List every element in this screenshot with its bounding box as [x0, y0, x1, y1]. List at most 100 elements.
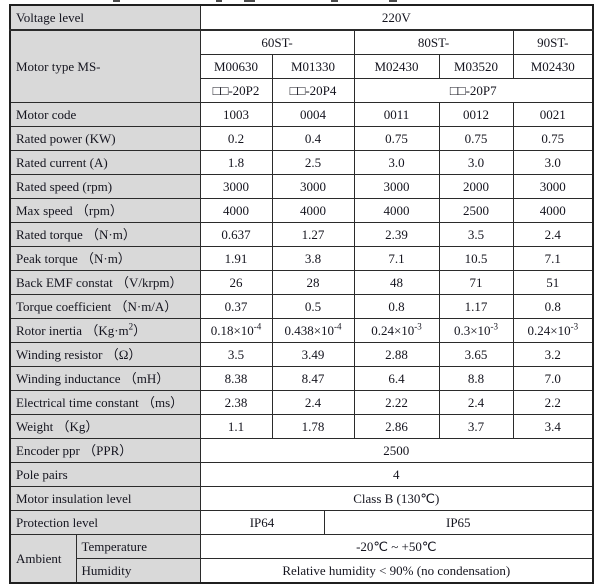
row-label: Pole pairs — [9, 462, 201, 487]
spec-value-cell: 0021 — [512, 102, 594, 127]
spec-value-cell: 0.8 — [512, 294, 594, 319]
spec-value-cell: 0.37 — [199, 294, 273, 319]
spec-value-cell: 51 — [512, 270, 594, 295]
spec-value-cell: 1.27 — [271, 222, 355, 247]
row-label: Rated power (KW) — [9, 126, 201, 151]
spec-value-cell: 3.2 — [512, 342, 594, 367]
spec-value-cell: 7.0 — [512, 366, 594, 391]
spec-value-cell: 0.637 — [199, 222, 273, 247]
ambient-humidity-value: Relative humidity < 90% (no condensation… — [199, 558, 594, 584]
power-code-cell: □□-20P2 — [199, 78, 273, 103]
spec-value-cell: 10.5 — [438, 246, 514, 271]
spec-row: Rotor inertia （Kg·m2） 0.18×10-4 0.438×10-4… — [9, 318, 594, 343]
protection-row: Protection level IP64 IP65 — [9, 510, 594, 535]
spec-row: Winding inductance （mH） 8.38 8.47 6.4 8.8 7.0 — [9, 366, 594, 391]
spec-value-cell: 3.7 — [438, 414, 514, 439]
spec-value-cell: 1.8 — [199, 150, 273, 175]
model-cell: M02430 — [512, 54, 594, 79]
spec-value-cell: 3.0 — [512, 150, 594, 175]
spec-value-cell: 0.2 — [199, 126, 273, 151]
spec-value-cell: 2.4 — [512, 222, 594, 247]
protection-ip64: IP64 — [201, 511, 325, 534]
model-cell: M00630 — [199, 54, 273, 79]
spec-value-cell: 48 — [353, 270, 440, 295]
spec-value-cell: 0.4 — [271, 126, 355, 151]
motor-type-label: Motor type MS- — [9, 29, 201, 103]
ambient-temperature-value: -20℃ ~ +50℃ — [199, 534, 594, 559]
series-80st: 80ST- — [353, 29, 514, 55]
spec-row: Torque coefficient （N·m/A） 0.37 0.5 0.8 1.17… — [9, 294, 594, 319]
spec-value-cell: 28 — [271, 270, 355, 295]
row-label: Winding resistor （Ω） — [9, 342, 201, 367]
encoder-value: 2500 — [199, 438, 594, 463]
row-label: Peak torque （N·m） — [9, 246, 201, 271]
spec-value-cell: 3.8 — [271, 246, 355, 271]
ambient-sublabel: Humidity — [75, 558, 201, 584]
spec-row: Rated torque （N·m） 0.637 1.27 2.39 3.5 2.4 — [9, 222, 594, 247]
row-label: Max speed （rpm） — [9, 198, 201, 223]
series-90st: 90ST- — [512, 29, 594, 55]
row-label: Weight （Kg） — [9, 414, 201, 439]
spec-value-cell: 0.5 — [271, 294, 355, 319]
spec-value-cell: 8.38 — [199, 366, 273, 391]
model-cell: M03520 — [438, 54, 514, 79]
spec-value-cell: 3.0 — [353, 150, 440, 175]
ambient-sublabel: Temperature — [75, 534, 201, 559]
protection-ip65: IP65 — [446, 514, 471, 530]
protection-values: IP64 IP65 — [199, 510, 594, 535]
power-code-cell: □□-20P7 — [353, 78, 594, 103]
series-row: Motor type MS- 60ST- 80ST- 90ST- — [9, 29, 594, 103]
spec-value-cell: 2.39 — [353, 222, 440, 247]
ambient-humidity-row: Humidity Relative humidity < 90% (no con… — [10, 558, 594, 584]
spec-value-cell: 0.438×10-4 — [271, 318, 355, 343]
insulation-row: Motor insulation level Class B (130℃) — [9, 486, 594, 511]
spec-value-cell: 0.24×10-3 — [512, 318, 594, 343]
spec-value-cell: 3.49 — [271, 342, 355, 367]
voltage-value: 220V — [199, 4, 594, 31]
spec-value-cell: 2.4 — [271, 390, 355, 415]
spec-value-cell: 2500 — [438, 198, 514, 223]
spec-value-cell: 3000 — [199, 174, 273, 199]
spec-value-cell: 0.75 — [353, 126, 440, 151]
row-label: Encoder ppr （PPR） — [9, 438, 201, 463]
spec-value-cell: 3.65 — [438, 342, 514, 367]
spec-value-cell: 3.5 — [199, 342, 273, 367]
spec-value-cell: 2.22 — [353, 390, 440, 415]
model-cell: M01330 — [271, 54, 355, 79]
spec-value-cell: 3.5 — [438, 222, 514, 247]
spec-value-cell: 3.0 — [438, 150, 514, 175]
spec-value-cell: 71 — [438, 270, 514, 295]
spec-value-cell: 8.47 — [271, 366, 355, 391]
series-60st: 60ST- — [199, 29, 355, 55]
spec-value-cell: 2.4 — [438, 390, 514, 415]
spec-value-cell: 3000 — [271, 174, 355, 199]
row-label: Rated torque （N·m） — [9, 222, 201, 247]
row-label: Protection level — [9, 510, 201, 535]
row-label: Torque coefficient （N·m/A） — [9, 294, 201, 319]
spec-row: Rated power (KW) 0.2 0.4 0.75 0.75 0.75 — [9, 126, 594, 151]
spec-row: Motor code 1003 0004 0011 0012 0021 — [9, 102, 594, 127]
row-label: Rotor inertia （Kg·m2） — [9, 318, 201, 343]
spec-value-cell: 1.78 — [271, 414, 355, 439]
spec-value-cell: 0011 — [353, 102, 440, 127]
spec-value-cell: 1003 — [199, 102, 273, 127]
spec-value-cell: 7.1 — [512, 246, 594, 271]
spec-value-cell: 2.38 — [199, 390, 273, 415]
spec-value-cell: 1.91 — [199, 246, 273, 271]
spec-value-cell: 8.8 — [438, 366, 514, 391]
row-label: Rated current (A) — [9, 150, 201, 175]
spec-value-cell: 0.8 — [353, 294, 440, 319]
spec-row: Rated speed (rpm) 3000 3000 3000 2000 3000 — [9, 174, 594, 199]
spec-value-cell: 3000 — [353, 174, 440, 199]
spec-row: Rated current (A) 1.8 2.5 3.0 3.0 3.0 — [9, 150, 594, 175]
row-label: Motor code — [9, 102, 201, 127]
spec-value-cell: 2.5 — [271, 150, 355, 175]
spec-value-cell: 4000 — [199, 198, 273, 223]
row-label: Motor insulation level — [9, 486, 201, 511]
spec-row: Winding resistor （Ω） 3.5 3.49 2.88 3.65 3.2 — [9, 342, 594, 367]
spec-value-cell: 4000 — [512, 198, 594, 223]
spec-value-cell: 2.88 — [353, 342, 440, 367]
spec-value-cell: 0.75 — [438, 126, 514, 151]
model-row: M00630 M01330 M02430 M03520 M02430 — [10, 54, 594, 79]
spec-value-cell: 0012 — [438, 102, 514, 127]
